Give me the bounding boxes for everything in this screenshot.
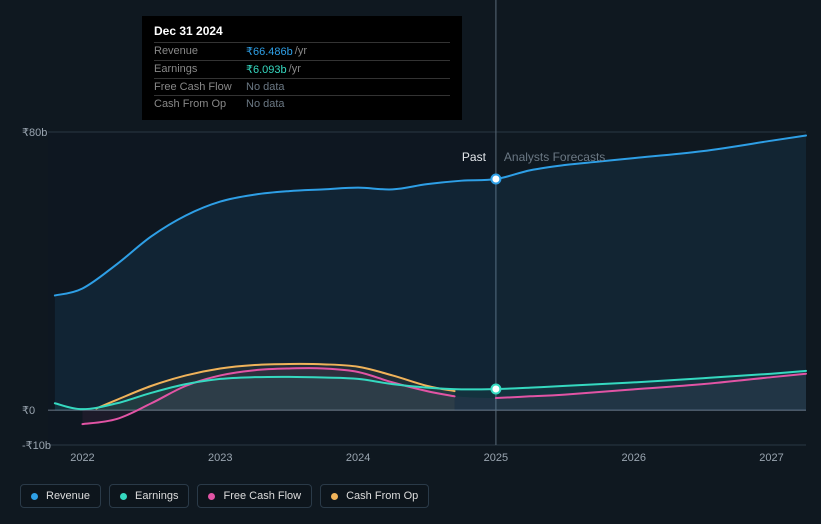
legend-dot-icon [120,493,127,500]
tooltip-row-label: Revenue [154,45,246,58]
tooltip-row-label: Free Cash Flow [154,81,246,93]
tooltip-row-value: No data [246,98,285,110]
tooltip-row-suffix: /yr [289,63,301,76]
legend-item-label: Revenue [46,490,90,502]
legend-dot-icon [208,493,215,500]
svg-text:2024: 2024 [346,452,370,464]
svg-text:₹80b: ₹80b [22,127,47,139]
legend-dot-icon [331,493,338,500]
tooltip-row: Revenue₹66.486b/yr [154,42,450,60]
legend-item-earnings[interactable]: Earnings [109,484,189,508]
legend-item-label: Earnings [135,490,178,502]
legend-item-revenue[interactable]: Revenue [20,484,101,508]
legend-item-fcf[interactable]: Free Cash Flow [197,484,312,508]
past-section-label: Past [462,150,486,164]
data-tooltip: Dec 31 2024 Revenue₹66.486b/yrEarnings₹6… [142,16,462,120]
tooltip-row: Free Cash FlowNo data [154,78,450,95]
legend-dot-icon [31,493,38,500]
svg-text:2025: 2025 [484,452,508,464]
financial-chart: ₹80b ₹0 -₹10b 2022 2023 2024 2025 2026 2027 Past… [0,0,821,524]
tooltip-row-label: Earnings [154,63,246,76]
tooltip-row-value: ₹6.093b [246,63,287,76]
svg-text:-₹10b: -₹10b [22,440,51,452]
legend-item-label: Free Cash Flow [223,490,301,502]
forecast-section-label: Analysts Forecasts [504,150,605,164]
svg-text:2026: 2026 [621,452,645,464]
tooltip-row-label: Cash From Op [154,98,246,110]
svg-text:2022: 2022 [70,452,94,464]
chart-legend: Revenue Earnings Free Cash Flow Cash From O… [20,484,429,508]
tooltip-row: Earnings₹6.093b/yr [154,60,450,78]
svg-text:₹0: ₹0 [22,405,35,417]
tooltip-row: Cash From OpNo data [154,95,450,112]
tooltip-row-value: ₹66.486b [246,45,293,58]
svg-text:2027: 2027 [759,452,783,464]
svg-text:2023: 2023 [208,452,232,464]
tooltip-date: Dec 31 2024 [154,24,450,38]
legend-item-label: Cash From Op [346,490,418,502]
legend-item-cfo[interactable]: Cash From Op [320,484,429,508]
tooltip-row-value: No data [246,81,285,93]
tooltip-row-suffix: /yr [295,45,307,58]
